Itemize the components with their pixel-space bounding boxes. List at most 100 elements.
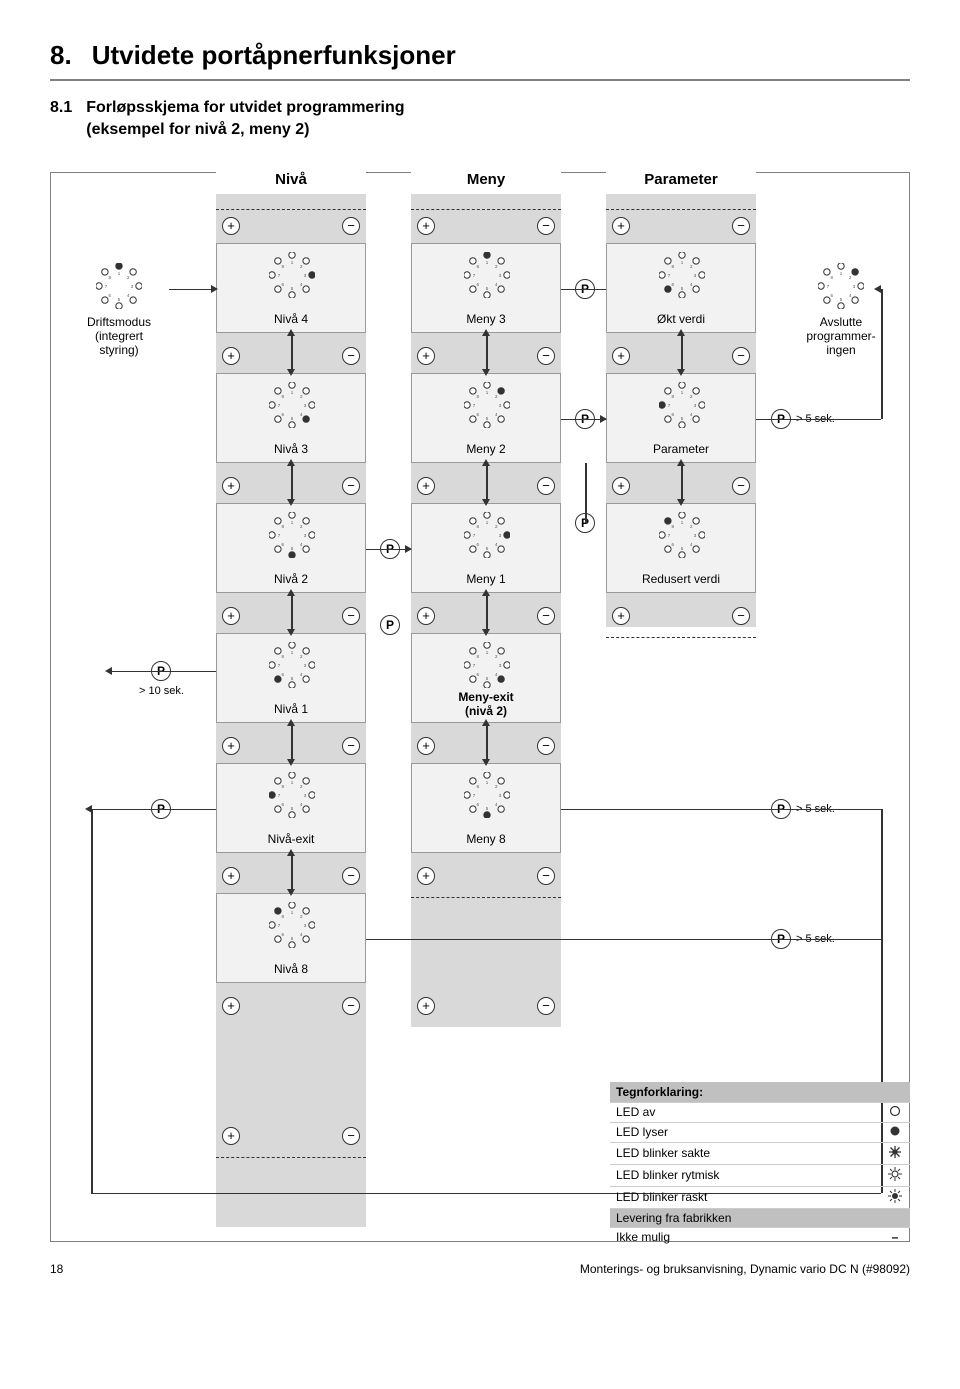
led-dial-icon: 12345678 — [269, 772, 315, 818]
box-label: Nivå 3 — [217, 442, 365, 456]
arrow-icon — [287, 759, 295, 766]
svg-text:3: 3 — [304, 403, 307, 408]
svg-text:5: 5 — [291, 286, 294, 291]
connector — [291, 333, 293, 373]
svg-text:5: 5 — [291, 676, 294, 681]
svg-text:1: 1 — [291, 390, 294, 395]
connector — [881, 289, 883, 419]
minus-button[interactable]: − — [342, 347, 360, 365]
svg-text:6: 6 — [477, 672, 480, 677]
plus-button[interactable]: + — [417, 607, 435, 625]
svg-text:2: 2 — [849, 275, 852, 280]
minus-button[interactable]: − — [537, 997, 555, 1015]
svg-text:5: 5 — [681, 546, 684, 551]
svg-text:3: 3 — [853, 284, 856, 289]
plus-button[interactable]: + — [612, 217, 630, 235]
minus-button[interactable]: − — [537, 737, 555, 755]
connector — [681, 333, 683, 373]
svg-text:6: 6 — [672, 542, 675, 547]
svg-text:1: 1 — [486, 780, 489, 785]
box-label: Meny-exit (nivå 2) — [412, 690, 560, 718]
svg-text:4: 4 — [849, 293, 852, 298]
minus-button[interactable]: − — [537, 607, 555, 625]
plus-button[interactable]: + — [417, 217, 435, 235]
led-dial-icon: 12345678 — [269, 382, 315, 428]
connector — [111, 671, 216, 673]
svg-text:3: 3 — [499, 273, 502, 278]
minus-button[interactable]: − — [732, 607, 750, 625]
minus-button[interactable]: − — [537, 217, 555, 235]
minus-button[interactable]: − — [732, 477, 750, 495]
svg-text:4: 4 — [300, 542, 303, 547]
plus-button[interactable]: + — [222, 607, 240, 625]
svg-text:6: 6 — [282, 932, 285, 937]
plus-button[interactable]: + — [612, 347, 630, 365]
svg-text:5: 5 — [291, 806, 294, 811]
arrow-icon — [287, 719, 295, 726]
svg-text:6: 6 — [282, 802, 285, 807]
plus-button[interactable]: + — [222, 737, 240, 755]
minus-button[interactable]: − — [732, 347, 750, 365]
svg-text:5: 5 — [486, 806, 489, 811]
col-header-niva: Nivå — [216, 171, 366, 194]
connector — [486, 723, 488, 763]
minus-button[interactable]: − — [342, 607, 360, 625]
svg-text:2: 2 — [495, 784, 498, 789]
plus-button[interactable]: + — [417, 997, 435, 1015]
minus-button[interactable]: − — [342, 867, 360, 885]
plus-button[interactable]: + — [222, 347, 240, 365]
svg-text:7: 7 — [827, 284, 830, 289]
arrow-icon — [211, 285, 218, 293]
svg-text:6: 6 — [477, 802, 480, 807]
plus-minus-row: +− — [411, 867, 561, 889]
svg-text:7: 7 — [278, 663, 281, 668]
svg-text:8: 8 — [477, 784, 480, 789]
plus-button[interactable]: + — [222, 867, 240, 885]
led-dial-icon: 12345678 — [96, 263, 142, 309]
box-label: Redusert verdi — [607, 572, 755, 586]
svg-text:1: 1 — [486, 390, 489, 395]
minus-button[interactable]: − — [342, 477, 360, 495]
plus-button[interactable]: + — [612, 607, 630, 625]
driftsmodus-label: Driftsmodus (integrert styring) — [69, 315, 169, 357]
plus-button[interactable]: + — [417, 737, 435, 755]
p-button[interactable]: P — [380, 615, 400, 635]
connector — [291, 593, 293, 633]
plus-button[interactable]: + — [417, 477, 435, 495]
svg-text:8: 8 — [282, 914, 285, 919]
led-dial-icon: 12345678 — [269, 642, 315, 688]
minus-button[interactable]: − — [537, 347, 555, 365]
plus-button[interactable]: + — [417, 867, 435, 885]
minus-button[interactable]: − — [732, 217, 750, 235]
minus-button[interactable]: − — [342, 737, 360, 755]
box-label: Meny 8 — [412, 832, 560, 846]
plus-button[interactable]: + — [222, 217, 240, 235]
box-label: Meny 1 — [412, 572, 560, 586]
connector — [366, 939, 881, 941]
svg-text:7: 7 — [278, 403, 281, 408]
plus-button[interactable]: + — [222, 1127, 240, 1145]
legend-row: LED av — [610, 1102, 910, 1122]
plus-button[interactable]: + — [612, 477, 630, 495]
svg-text:4: 4 — [495, 282, 498, 287]
svg-text:6: 6 — [672, 282, 675, 287]
led-dial-icon: 12345678 — [269, 512, 315, 558]
svg-text:6: 6 — [477, 282, 480, 287]
minus-button[interactable]: − — [342, 1127, 360, 1145]
svg-text:6: 6 — [109, 293, 112, 298]
svg-text:3: 3 — [694, 533, 697, 538]
plus-button[interactable]: + — [222, 997, 240, 1015]
svg-text:1: 1 — [681, 260, 684, 265]
plus-button[interactable]: + — [222, 477, 240, 495]
minus-button[interactable]: − — [537, 477, 555, 495]
minus-button[interactable]: − — [342, 217, 360, 235]
connector — [291, 723, 293, 763]
plus-button[interactable]: + — [417, 347, 435, 365]
svg-text:4: 4 — [300, 672, 303, 677]
svg-text:2: 2 — [300, 654, 303, 659]
minus-button[interactable]: − — [342, 997, 360, 1015]
minus-button[interactable]: − — [537, 867, 555, 885]
arrow-icon — [482, 629, 490, 636]
box-label: Meny 2 — [412, 442, 560, 456]
svg-text:8: 8 — [282, 524, 285, 529]
